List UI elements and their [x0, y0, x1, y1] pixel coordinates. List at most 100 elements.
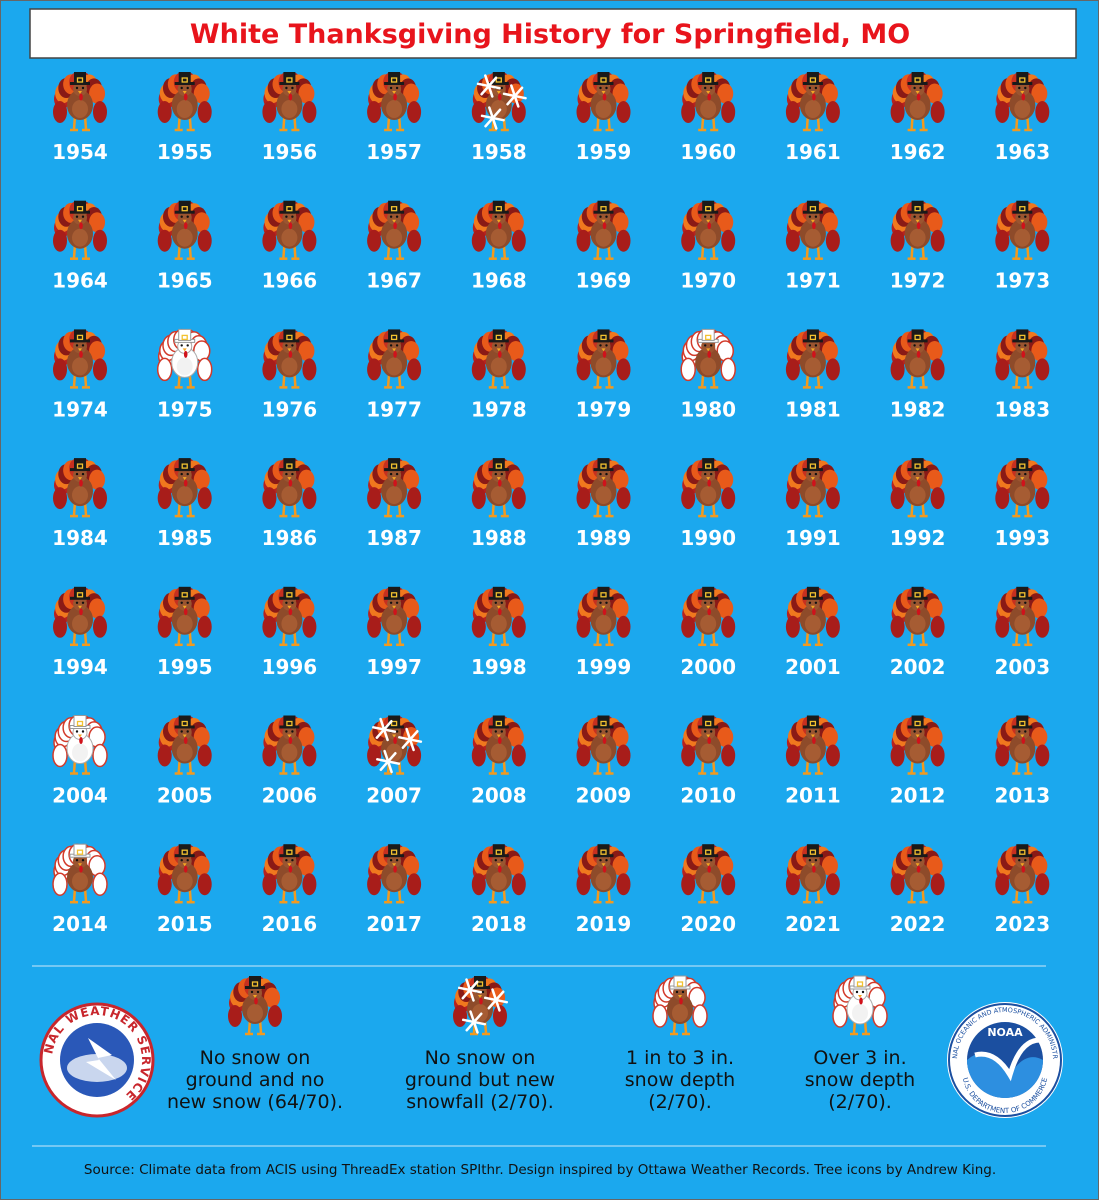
eye [500, 472, 503, 476]
turkey-icon [832, 975, 888, 1036]
turkey-icon [262, 329, 317, 389]
belly [700, 486, 717, 505]
eye [389, 86, 393, 90]
hat-brim [802, 339, 823, 343]
eye [814, 215, 818, 218]
legend-text: new snow (64/70). [167, 1091, 343, 1113]
tail-feather [471, 358, 486, 381]
beak [601, 219, 606, 223]
wattle [1021, 93, 1026, 101]
hat-buckle [809, 334, 817, 341]
tail-feather [612, 598, 629, 619]
tail-feather [930, 744, 945, 767]
beak [78, 219, 82, 223]
year-label: 2009 [576, 784, 632, 808]
belly [909, 357, 926, 376]
belly [595, 357, 612, 376]
eye [291, 344, 294, 347]
tail-feather [89, 469, 106, 490]
belly [804, 486, 821, 505]
eye [704, 86, 707, 90]
tail-feather [1031, 598, 1048, 619]
hat-buckle [181, 77, 188, 83]
hat-buckle [76, 77, 84, 83]
hat-buckle [495, 206, 502, 212]
eye [395, 344, 399, 347]
head [805, 854, 820, 869]
head [910, 82, 925, 96]
tail-feather [471, 615, 486, 638]
eye [389, 344, 393, 347]
year-label: 1998 [471, 655, 527, 679]
hat-buckle [1019, 720, 1026, 727]
belly [386, 614, 403, 633]
belly [672, 1004, 688, 1022]
tail-feather [52, 872, 68, 896]
tail-feather [228, 1005, 242, 1027]
tail-feather [367, 229, 382, 252]
tail-feather [193, 83, 210, 104]
turkey-icon [576, 200, 631, 260]
wattle [393, 479, 397, 487]
tail-feather [471, 101, 486, 123]
year-label: 2019 [576, 912, 632, 936]
beak [706, 477, 711, 481]
beak [392, 348, 397, 352]
belly [281, 872, 298, 891]
hat-buckle [809, 720, 817, 727]
year-label: 1961 [785, 140, 841, 164]
legend-text: Over 3 in. [813, 1047, 906, 1069]
wattle [288, 608, 293, 616]
eye [500, 215, 503, 218]
eye [481, 990, 485, 994]
beak [496, 348, 501, 352]
turkey-icon [785, 715, 840, 775]
wattle [498, 479, 502, 487]
tail-feather [93, 487, 107, 510]
tail-feather [821, 212, 838, 233]
hat-brim [1012, 468, 1033, 472]
year-label: 2016 [262, 912, 318, 936]
beak [392, 734, 397, 738]
eye [285, 472, 288, 476]
tail-feather [930, 873, 945, 896]
beak [287, 219, 292, 223]
hat-buckle [76, 592, 84, 598]
eye [494, 344, 497, 347]
belly [490, 100, 507, 118]
turkey-icon [681, 458, 736, 518]
tail-feather [616, 615, 631, 638]
hat-brim [1012, 596, 1033, 600]
eye [395, 472, 399, 476]
eye [75, 601, 79, 604]
eye [710, 472, 713, 476]
tail-feather [717, 212, 734, 233]
wattle [498, 608, 502, 616]
tail-feather [367, 487, 382, 510]
eye [494, 730, 497, 733]
year-label: 1959 [576, 140, 632, 164]
eye [81, 859, 85, 862]
head [701, 596, 716, 611]
hat-brim [279, 82, 300, 85]
tail-feather [157, 873, 172, 896]
tail-feather [471, 873, 486, 896]
tail-feather [407, 229, 422, 252]
legend-text: ground and no [186, 1069, 325, 1091]
wattle [79, 608, 83, 616]
beak [182, 605, 187, 609]
beak [706, 734, 711, 738]
eye [1024, 86, 1027, 90]
hat-brim [488, 596, 509, 600]
year-label: 1962 [890, 140, 946, 164]
belly [281, 357, 298, 376]
tail-feather [821, 469, 838, 490]
hat-brim [488, 854, 509, 858]
legend-text: 1 in to 3 in. [626, 1047, 734, 1069]
wattle [183, 608, 188, 616]
year-label: 1991 [785, 526, 841, 550]
tail-feather [692, 1004, 708, 1028]
hat-brim [384, 82, 405, 85]
beak [915, 348, 920, 352]
year-label: 1994 [52, 655, 108, 679]
